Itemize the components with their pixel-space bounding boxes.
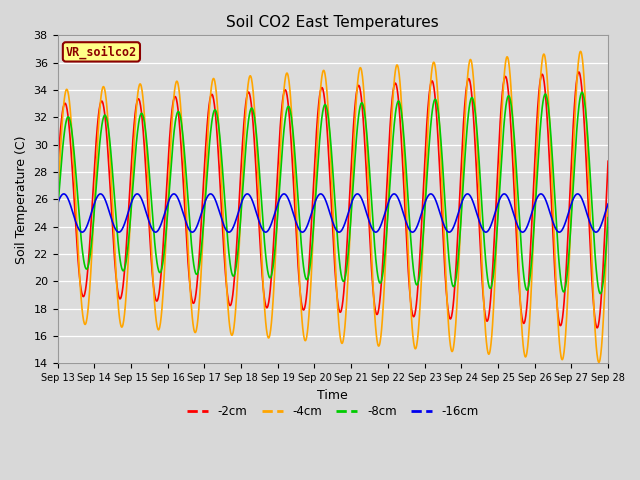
Legend: -2cm, -4cm, -8cm, -16cm: -2cm, -4cm, -8cm, -16cm [182,401,483,423]
Text: VR_soilco2: VR_soilco2 [66,45,137,59]
Y-axis label: Soil Temperature (C): Soil Temperature (C) [15,135,28,264]
X-axis label: Time: Time [317,389,348,402]
Title: Soil CO2 East Temperatures: Soil CO2 East Temperatures [227,15,439,30]
